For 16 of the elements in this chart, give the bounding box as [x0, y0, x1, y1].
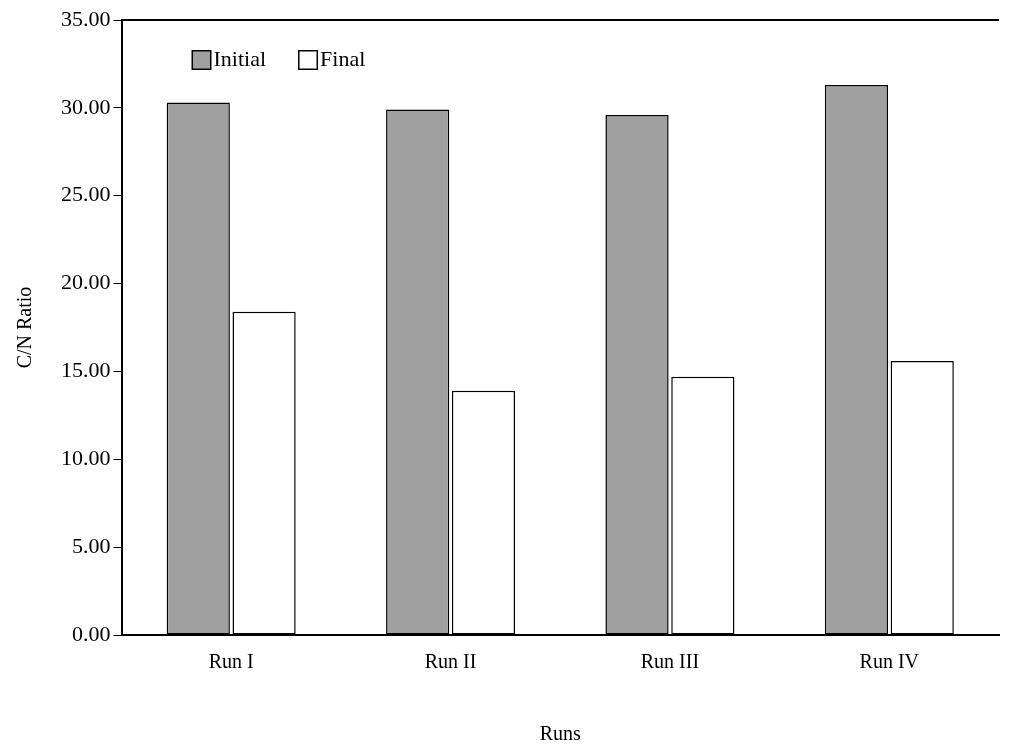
- y-tick-label: 5.00: [72, 532, 111, 558]
- y-tick-label: 20.00: [61, 269, 111, 295]
- legend-label: Initial: [213, 45, 267, 71]
- x-axis-title: Runs: [539, 722, 582, 745]
- y-tick-label: 15.00: [61, 357, 111, 383]
- y-tick-label: 10.00: [61, 445, 111, 471]
- y-tick-label: 35.00: [61, 5, 111, 31]
- y-axis-title: C/N Ratio: [13, 286, 36, 369]
- x-tick-label: Run I: [208, 650, 254, 673]
- y-tick-label: 30.00: [61, 93, 111, 119]
- y-tick-label: 0.00: [72, 620, 111, 646]
- x-tick-label: Run II: [424, 650, 477, 673]
- legend-label: Final: [320, 45, 366, 71]
- x-tick-label: Run III: [640, 650, 700, 673]
- y-tick-label: 25.00: [61, 181, 111, 207]
- x-tick-label: Run IV: [859, 650, 920, 673]
